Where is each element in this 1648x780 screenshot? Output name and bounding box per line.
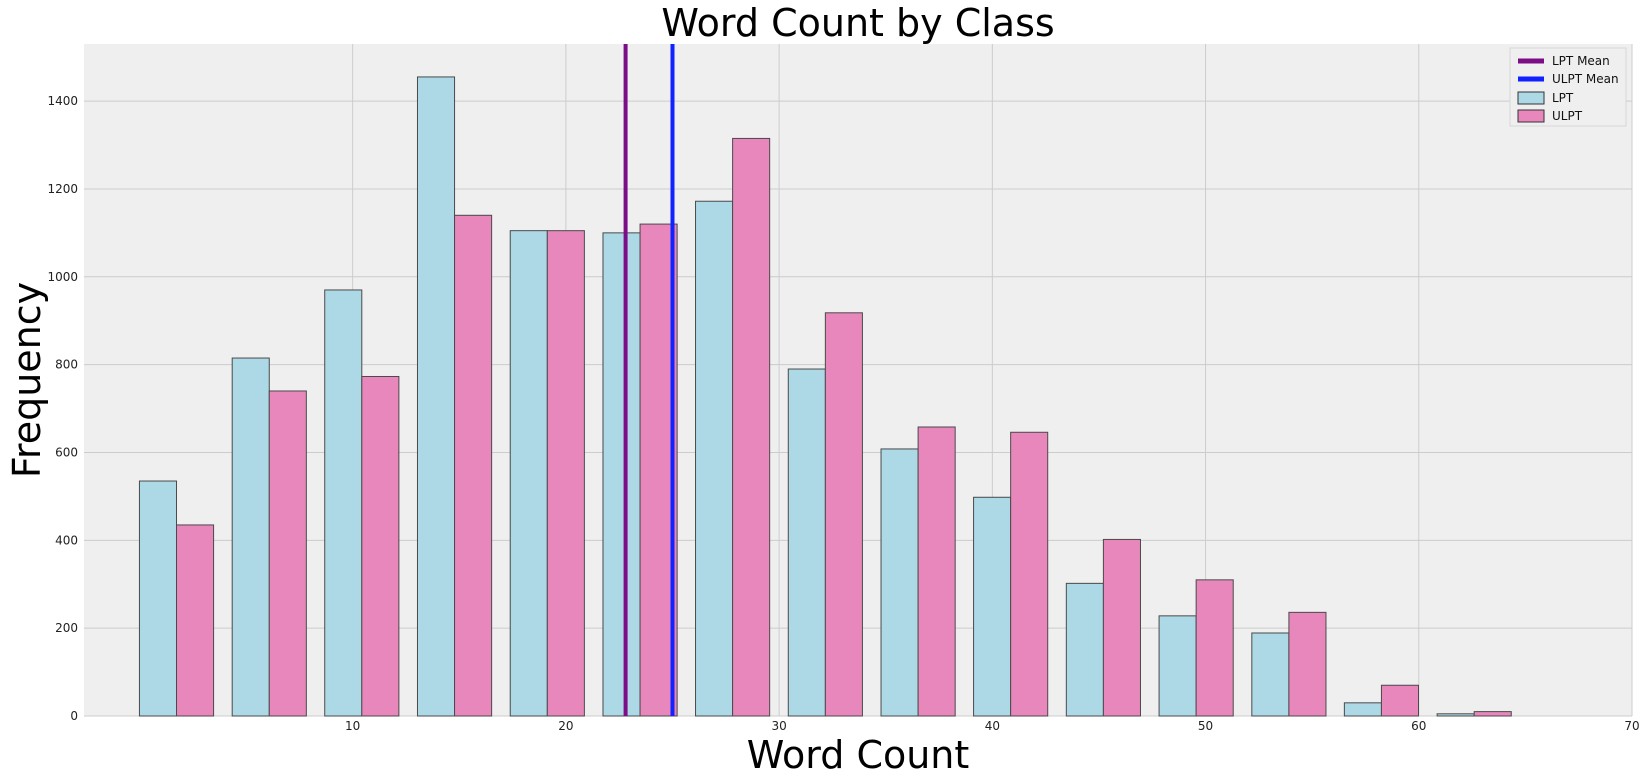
lpt-bar: [416, 76, 456, 717]
chart-title: Word Count by Class: [661, 1, 1054, 45]
legend-lpt-label: LPT: [1552, 91, 1574, 105]
lpt-bar: [509, 230, 548, 717]
lpt-bar: [231, 357, 270, 717]
x-tick-labels: 10 20 30 40 50 60 70: [345, 719, 1640, 733]
ulpt-bar: [361, 375, 400, 717]
x-tick-label: 70: [1624, 719, 1639, 733]
y-tick-label: 400: [55, 533, 78, 547]
ulpt-bar: [1473, 711, 1512, 717]
lpt-bar: [787, 368, 826, 717]
lpt-bar: [1343, 702, 1382, 717]
y-axis-label: Frequency: [5, 282, 49, 478]
lpt-bar: [695, 200, 734, 717]
y-tick-label: 600: [55, 445, 78, 459]
x-tick-label: 30: [771, 719, 786, 733]
y-tick-label: 200: [55, 621, 78, 635]
lpt-bar: [1065, 582, 1104, 717]
y-tick-label: 1000: [47, 270, 78, 284]
lpt-bar: [324, 289, 363, 717]
lpt-bar: [1158, 615, 1197, 717]
x-tick-label: 20: [558, 719, 573, 733]
ulpt-bar: [1380, 684, 1420, 717]
lpt-bar: [880, 448, 919, 717]
y-tick-labels: 0 200 400 600 800 1000 1200 1400: [47, 94, 78, 723]
legend-ulpt-label: ULPT: [1552, 109, 1583, 123]
ulpt-bar: [1102, 538, 1141, 717]
ulpt-bar: [1288, 611, 1327, 717]
ulpt-bar: [268, 390, 307, 717]
lpt-bar: [602, 232, 641, 717]
lpt-bar: [1251, 632, 1290, 717]
ulpt-bar: [454, 214, 493, 717]
x-axis-label: Word Count: [747, 733, 970, 777]
lpt-bar: [138, 480, 178, 717]
ulpt-bar: [732, 137, 771, 717]
y-tick-label: 0: [70, 709, 78, 723]
x-tick-label: 10: [345, 719, 360, 733]
legend-lpt-patch: [1517, 91, 1545, 105]
lpt-bar: [1436, 713, 1475, 717]
x-tick-label: 40: [985, 719, 1000, 733]
y-tick-label: 800: [55, 358, 78, 372]
ulpt-bar: [1010, 431, 1049, 717]
y-tick-label: 1400: [47, 94, 78, 108]
ulpt-bar: [1195, 579, 1234, 717]
legend-lpt-mean-label: LPT Mean: [1552, 54, 1610, 68]
y-tick-label: 1200: [47, 182, 78, 196]
lpt-bar: [973, 496, 1012, 717]
mean-lines-group: [623, 44, 675, 716]
legend-ulpt-patch: [1517, 109, 1545, 123]
x-tick-label: 50: [1198, 719, 1213, 733]
x-tick-label: 60: [1411, 719, 1426, 733]
legend: LPT Mean ULPT Mean LPT ULPT: [1509, 47, 1627, 127]
legend-ulpt-mean-label: ULPT Mean: [1552, 72, 1619, 86]
ulpt-bar: [176, 524, 215, 717]
ulpt-bar: [546, 230, 585, 717]
ulpt-bar: [824, 312, 863, 717]
ulpt-bar: [917, 426, 956, 717]
